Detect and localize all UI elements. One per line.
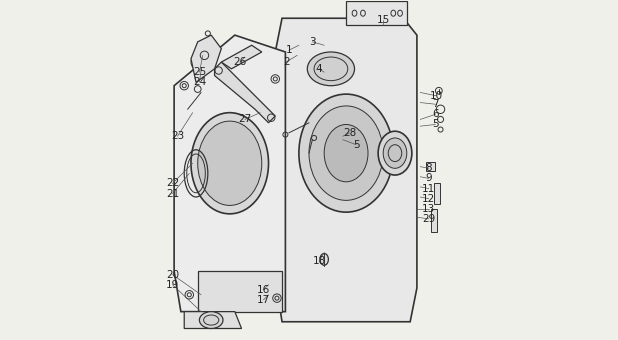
Text: 8: 8 xyxy=(425,163,432,173)
Polygon shape xyxy=(346,1,407,25)
Text: 5: 5 xyxy=(353,140,360,150)
Polygon shape xyxy=(214,62,275,123)
Ellipse shape xyxy=(200,312,223,328)
Polygon shape xyxy=(191,35,221,82)
Text: 18: 18 xyxy=(313,256,326,266)
Ellipse shape xyxy=(191,113,269,214)
Text: 28: 28 xyxy=(343,128,356,138)
Text: 23: 23 xyxy=(171,131,184,141)
Polygon shape xyxy=(198,271,282,312)
Text: 12: 12 xyxy=(422,194,435,204)
Text: 1: 1 xyxy=(286,45,292,55)
Ellipse shape xyxy=(324,124,368,182)
Text: 11: 11 xyxy=(422,184,435,193)
Text: 6: 6 xyxy=(432,109,439,119)
Polygon shape xyxy=(221,45,262,69)
Text: 19: 19 xyxy=(166,280,179,290)
Text: 10: 10 xyxy=(430,91,443,101)
FancyBboxPatch shape xyxy=(431,209,437,232)
Text: 5: 5 xyxy=(432,119,439,130)
Text: 7: 7 xyxy=(432,99,439,109)
Polygon shape xyxy=(275,18,417,322)
Text: 17: 17 xyxy=(257,295,270,305)
Text: 2: 2 xyxy=(283,57,289,67)
Text: 4: 4 xyxy=(316,64,323,74)
Text: 22: 22 xyxy=(166,178,179,188)
Text: 21: 21 xyxy=(166,189,179,199)
Text: 20: 20 xyxy=(166,270,179,279)
Text: 29: 29 xyxy=(422,214,435,224)
Text: 27: 27 xyxy=(239,115,252,124)
Text: 15: 15 xyxy=(376,15,390,25)
Text: 16: 16 xyxy=(257,285,270,295)
Text: 3: 3 xyxy=(309,37,316,47)
Text: 13: 13 xyxy=(422,204,435,214)
Ellipse shape xyxy=(383,138,407,168)
Ellipse shape xyxy=(320,253,328,265)
Text: 24: 24 xyxy=(193,77,206,87)
Polygon shape xyxy=(184,312,242,328)
Ellipse shape xyxy=(307,52,355,86)
Ellipse shape xyxy=(309,106,383,200)
FancyBboxPatch shape xyxy=(434,184,440,204)
FancyBboxPatch shape xyxy=(426,163,434,171)
Text: 25: 25 xyxy=(193,67,206,77)
Text: 26: 26 xyxy=(233,57,247,67)
Polygon shape xyxy=(174,35,286,312)
Ellipse shape xyxy=(378,131,412,175)
Text: 9: 9 xyxy=(425,173,432,184)
Ellipse shape xyxy=(299,94,393,212)
Ellipse shape xyxy=(198,121,262,205)
